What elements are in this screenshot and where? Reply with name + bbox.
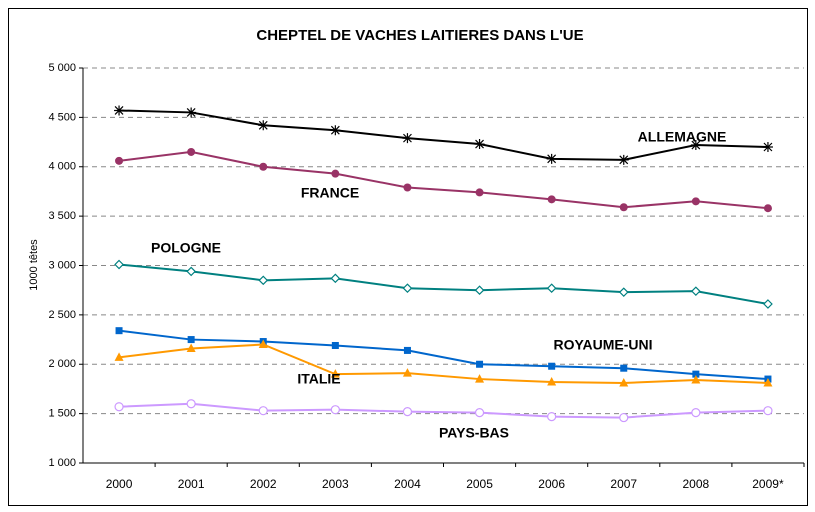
marker: [114, 352, 124, 361]
marker: [546, 153, 557, 164]
marker: [114, 259, 124, 270]
x-tick-label: 2003: [322, 477, 349, 491]
marker: [474, 139, 485, 150]
marker: [186, 399, 196, 409]
y-tick-label: 2 000: [48, 358, 76, 370]
chart-title: CHEPTEL DE VACHES LAITIERES DANS L'UE: [256, 27, 583, 44]
x-tick-label: 2001: [178, 477, 205, 491]
series-label: ALLEMAGNE: [638, 129, 727, 145]
marker: [475, 374, 485, 383]
series-label: FRANCE: [301, 185, 359, 201]
y-tick-label: 4 000: [48, 161, 76, 173]
y-tick-label: 5 000: [48, 62, 76, 74]
marker: [114, 402, 124, 412]
marker: [763, 406, 773, 416]
marker: [619, 203, 628, 212]
marker: [476, 360, 484, 368]
x-tick-label: 2000: [106, 477, 133, 491]
marker: [618, 287, 629, 298]
chart-border: [8, 8, 808, 506]
marker: [330, 125, 341, 136]
marker: [548, 362, 556, 370]
marker: [763, 378, 773, 387]
series-label: ROYAUME-UNI: [553, 337, 652, 353]
x-tick-label: 2008: [682, 477, 709, 491]
series-line: [118, 343, 768, 385]
x-tick-label: 2002: [250, 477, 277, 491]
marker: [331, 169, 340, 178]
marker: [402, 407, 413, 417]
marker: [547, 411, 557, 422]
series-line: [119, 109, 768, 161]
series-label: PAYS-BAS: [439, 425, 509, 441]
x-tick-label: 2004: [394, 477, 421, 491]
marker: [546, 283, 557, 294]
y-tick-label: 4 500: [48, 111, 76, 123]
marker: [547, 377, 557, 386]
x-tick-label: 2005: [466, 477, 493, 491]
marker: [187, 336, 195, 344]
marker: [619, 378, 629, 387]
marker: [258, 406, 268, 416]
marker: [402, 368, 412, 377]
series-line: [118, 150, 769, 210]
marker: [403, 346, 411, 354]
marker: [115, 327, 123, 335]
marker: [330, 369, 340, 378]
marker: [330, 273, 341, 284]
marker: [186, 107, 197, 118]
y-tick-label: 3 500: [48, 210, 76, 222]
marker: [619, 412, 629, 423]
marker: [330, 405, 340, 415]
marker: [259, 162, 268, 171]
y-tick-label: 2 500: [48, 309, 76, 321]
marker: [186, 343, 196, 352]
x-tick-label: 2007: [610, 477, 637, 491]
marker: [691, 408, 701, 418]
marker: [474, 285, 485, 296]
marker: [258, 339, 268, 348]
series-line: [118, 263, 769, 305]
series-label: ITALIE: [297, 371, 340, 387]
marker: [402, 283, 413, 294]
y-axis-label: 1000 têtes: [28, 239, 40, 291]
series-line: [118, 329, 769, 381]
y-tick-label: 3 000: [48, 259, 76, 271]
marker: [691, 197, 700, 206]
marker: [547, 195, 556, 204]
x-tick-label: 2009*: [752, 477, 784, 491]
marker: [186, 266, 196, 277]
marker: [402, 133, 413, 144]
marker: [762, 142, 773, 152]
marker: [692, 370, 700, 378]
series-label: POLOGNE: [151, 240, 221, 256]
marker: [258, 120, 269, 131]
marker: [187, 147, 196, 156]
series-line: [119, 402, 768, 419]
y-tick-label: 1 500: [48, 408, 76, 420]
marker: [620, 364, 628, 372]
marker: [763, 204, 772, 213]
marker: [474, 408, 485, 418]
marker: [114, 105, 125, 116]
y-tick-label: 1 000: [48, 457, 76, 469]
marker: [331, 341, 339, 349]
marker: [258, 275, 269, 286]
marker: [115, 156, 124, 165]
marker: [691, 375, 701, 384]
marker: [403, 183, 412, 192]
marker: [618, 154, 629, 165]
marker: [763, 299, 773, 309]
marker: [475, 188, 484, 197]
marker: [690, 140, 701, 151]
marker: [691, 286, 701, 297]
x-tick-label: 2006: [538, 477, 565, 491]
